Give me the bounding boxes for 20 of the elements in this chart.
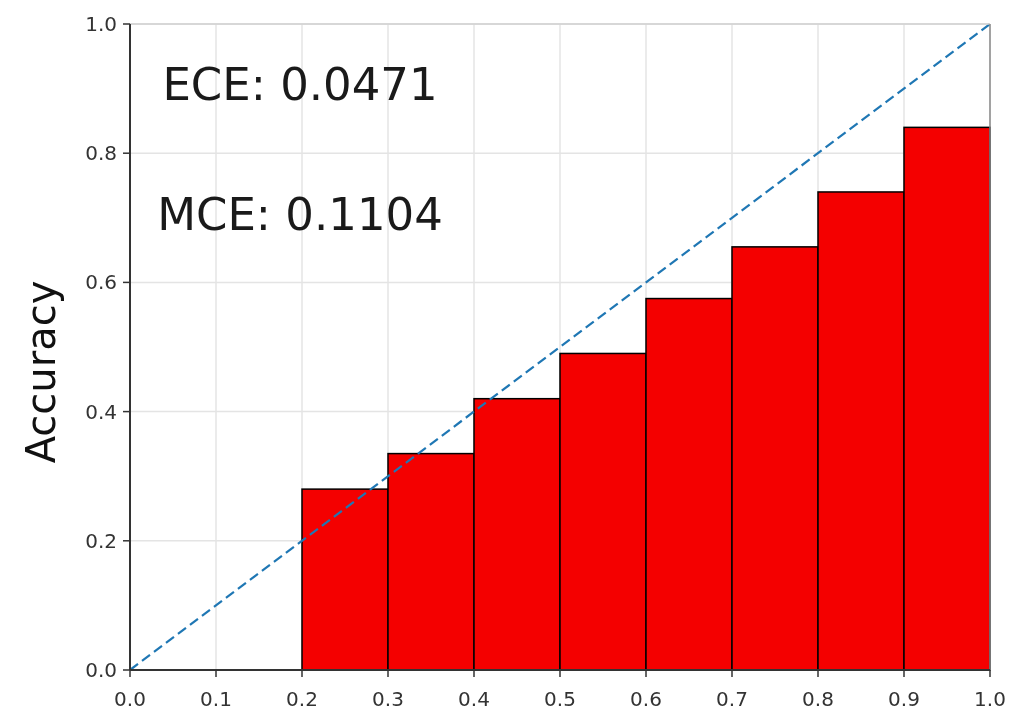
y-tick-label: 0.4	[85, 399, 117, 424]
x-tick-label: 0.8	[802, 687, 834, 711]
annotation: ECE: 0.0471	[162, 58, 438, 111]
x-tick-label: 0.1	[200, 687, 232, 711]
x-tick-label: 0.4	[458, 687, 490, 711]
annotation: MCE: 0.1104	[157, 188, 443, 241]
x-tick-label: 0.5	[544, 687, 576, 711]
y-tick-label: 0.0	[85, 658, 117, 682]
x-tick-label: 0.3	[372, 687, 404, 711]
x-tick-label: 0.9	[888, 687, 920, 711]
y-tick-label: 1.0	[85, 12, 117, 36]
y-tick-label: 0.8	[85, 141, 117, 166]
y-axis-title: Accuracy	[18, 280, 64, 464]
x-tick-label: 0.2	[286, 687, 318, 711]
x-tick-label: 0.7	[716, 687, 748, 711]
x-tick-label: 0.6	[630, 687, 662, 711]
y-tick-label: 0.6	[85, 270, 117, 295]
x-tick-label: 0.0	[114, 687, 146, 711]
x-tick-label: 1.0	[974, 687, 1006, 711]
y-tick-label: 0.2	[85, 528, 117, 553]
